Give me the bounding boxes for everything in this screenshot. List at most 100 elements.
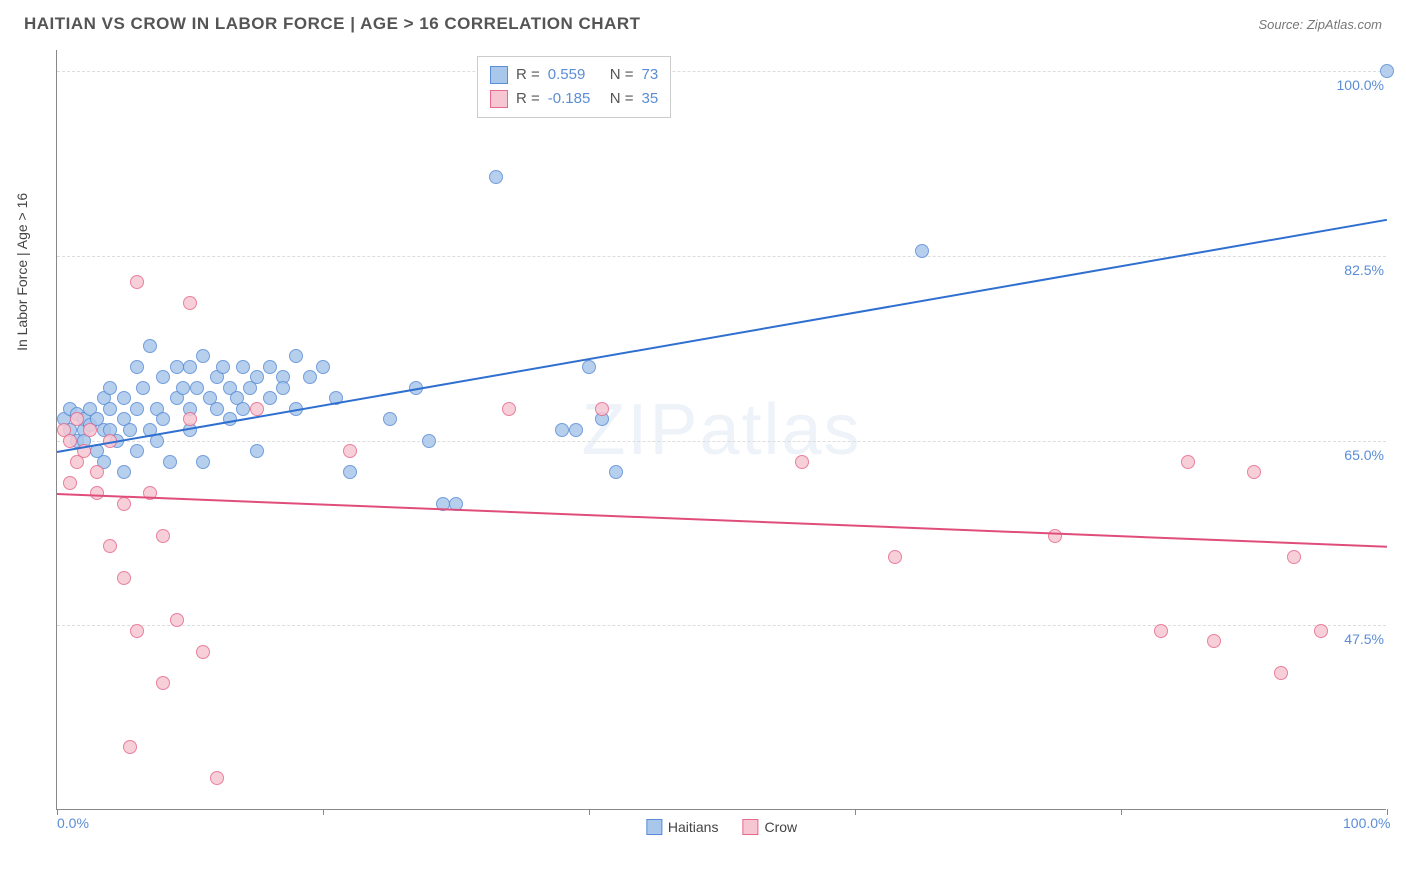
r-label: R = — [516, 63, 540, 87]
data-point — [117, 465, 131, 479]
data-point — [489, 170, 503, 184]
trend-line — [57, 493, 1387, 548]
data-point — [163, 455, 177, 469]
data-point — [1274, 666, 1288, 680]
data-point — [196, 645, 210, 659]
legend-label: Haitians — [668, 819, 719, 835]
data-point — [1287, 550, 1301, 564]
data-point — [136, 381, 150, 395]
data-point — [250, 370, 264, 384]
gridline — [57, 441, 1386, 442]
data-point — [343, 444, 357, 458]
data-point — [170, 613, 184, 627]
data-point — [170, 360, 184, 374]
data-point — [250, 402, 264, 416]
x-tick-label: 100.0% — [1343, 815, 1390, 831]
x-tick-label: 0.0% — [57, 815, 89, 831]
data-point — [190, 381, 204, 395]
legend-swatch — [646, 819, 662, 835]
data-point — [130, 275, 144, 289]
data-point — [609, 465, 623, 479]
data-point — [130, 402, 144, 416]
r-value: 0.559 — [548, 63, 602, 87]
data-point — [123, 740, 137, 754]
data-point — [263, 391, 277, 405]
data-point — [236, 360, 250, 374]
chart-title: HAITIAN VS CROW IN LABOR FORCE | AGE > 1… — [24, 14, 641, 34]
data-point — [502, 402, 516, 416]
legend-swatch — [742, 819, 758, 835]
data-point — [143, 339, 157, 353]
data-point — [383, 412, 397, 426]
data-point — [63, 476, 77, 490]
data-point — [422, 434, 436, 448]
data-point — [90, 465, 104, 479]
data-point — [183, 412, 197, 426]
source-label: Source: ZipAtlas.com — [1258, 17, 1382, 32]
gridline — [57, 71, 1386, 72]
data-point — [289, 349, 303, 363]
data-point — [156, 529, 170, 543]
data-point — [595, 402, 609, 416]
y-axis-title: In Labor Force | Age > 16 — [14, 193, 30, 351]
x-tick-mark — [323, 809, 324, 815]
data-point — [316, 360, 330, 374]
n-value: 73 — [642, 63, 659, 87]
data-point — [1048, 529, 1062, 543]
legend-swatch — [490, 90, 508, 108]
data-point — [1207, 634, 1221, 648]
x-tick-mark — [1121, 809, 1122, 815]
data-point — [103, 539, 117, 553]
data-point — [276, 381, 290, 395]
data-point — [569, 423, 583, 437]
data-point — [1247, 465, 1261, 479]
data-point — [130, 624, 144, 638]
data-point — [117, 571, 131, 585]
chart-header: HAITIAN VS CROW IN LABOR FORCE | AGE > 1… — [0, 0, 1406, 44]
x-tick-mark — [589, 809, 590, 815]
data-point — [210, 771, 224, 785]
gridline — [57, 256, 1386, 257]
data-point — [183, 360, 197, 374]
data-point — [582, 360, 596, 374]
legend-item: Crow — [742, 819, 797, 835]
data-point — [236, 402, 250, 416]
y-tick-label: 65.0% — [1340, 447, 1388, 463]
n-label: N = — [610, 87, 634, 111]
data-point — [210, 402, 224, 416]
data-point — [156, 676, 170, 690]
data-point — [303, 370, 317, 384]
legend-row: R =0.559N =73 — [490, 63, 658, 87]
data-point — [555, 423, 569, 437]
data-point — [83, 423, 97, 437]
data-point — [70, 412, 84, 426]
data-point — [130, 360, 144, 374]
correlation-legend: R = 0.559 N = 73R = -0.185 N = 35 — [477, 56, 671, 118]
r-value: -0.185 — [548, 87, 602, 111]
data-point — [1154, 624, 1168, 638]
r-label: R = — [516, 87, 540, 111]
legend-item: Haitians — [646, 819, 719, 835]
data-point — [176, 381, 190, 395]
y-tick-label: 47.5% — [1340, 631, 1388, 647]
data-point — [343, 465, 357, 479]
data-point — [103, 402, 117, 416]
data-point — [196, 349, 210, 363]
legend-row: R = -0.185 N = 35 — [490, 87, 658, 111]
data-point — [1181, 455, 1195, 469]
series-legend: Haitians Crow — [646, 819, 797, 835]
data-point — [888, 550, 902, 564]
x-tick-mark — [855, 809, 856, 815]
data-point — [103, 381, 117, 395]
data-point — [263, 360, 277, 374]
data-point — [196, 455, 210, 469]
data-point — [130, 444, 144, 458]
y-tick-label: 100.0% — [1333, 77, 1388, 93]
data-point — [1380, 64, 1394, 78]
data-point — [90, 486, 104, 500]
data-point — [795, 455, 809, 469]
watermark: ZIPatlas — [581, 389, 861, 471]
plot-area: ZIPatlas 47.5%65.0%82.5%100.0%0.0%100.0%… — [56, 50, 1386, 810]
legend-label: Crow — [764, 819, 797, 835]
n-value: 35 — [642, 87, 659, 111]
